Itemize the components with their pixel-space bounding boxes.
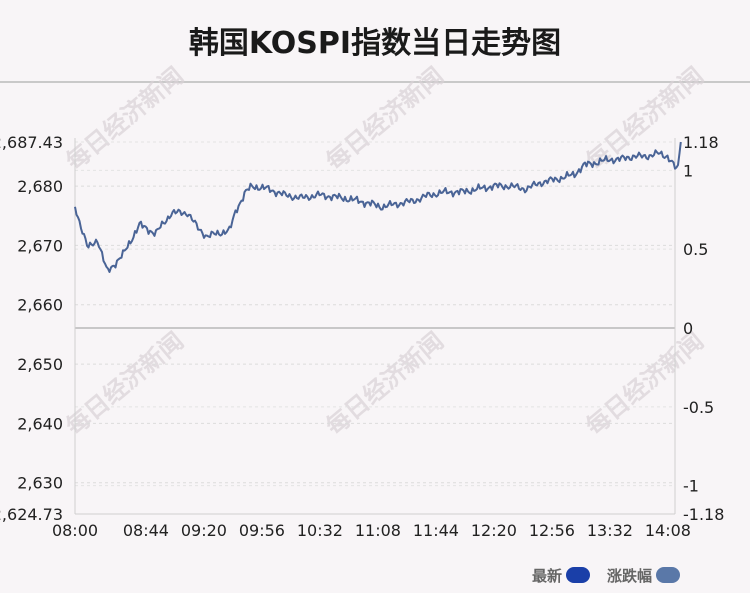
chart-title: 韩国KOSPI指数当日走势图 <box>188 26 562 61</box>
y-right-tick-label: 1.18 <box>683 133 719 152</box>
watermark-text: 每日经济新闻 <box>321 62 449 176</box>
legend-change-label: 涨跌幅 <box>607 566 653 585</box>
x-tick-label: 12:20 <box>471 521 517 540</box>
y-right-tick-label: -1.18 <box>683 505 724 524</box>
series-line-latest <box>74 141 682 273</box>
x-tick-label: 09:20 <box>181 521 227 540</box>
y-right-tick-label: 1 <box>683 161 693 180</box>
y-left-tick-label: 2,680 <box>17 177 63 196</box>
x-tick-label: 09:56 <box>239 521 285 540</box>
legend-latest: 最新 <box>532 564 591 586</box>
y-left-tick-label: 2,660 <box>17 296 63 315</box>
legend-change: 涨跌幅 <box>607 564 681 586</box>
y-left-tick-label: 2,630 <box>17 474 63 493</box>
y-right-tick-label: 0 <box>683 319 693 338</box>
watermark-text: 每日经济新闻 <box>61 62 189 176</box>
y-left-tick-label: 2,670 <box>17 236 63 255</box>
y-left-tick-label: 2,640 <box>17 414 63 433</box>
legend-latest-swatch <box>566 567 591 583</box>
y-right-tick-label: -1 <box>683 477 699 496</box>
x-tick-label: 13:32 <box>587 521 633 540</box>
x-tick-label: 08:44 <box>123 521 169 540</box>
y-right-tick-label: 0.5 <box>683 240 708 259</box>
x-tick-label: 11:08 <box>355 521 401 540</box>
x-tick-label: 12:56 <box>529 521 575 540</box>
x-tick-label: 08:00 <box>52 521 98 540</box>
x-tick-label: 10:32 <box>297 521 343 540</box>
legend-change-swatch <box>656 567 681 583</box>
y-left-tick-label: 2,624.73 <box>0 505 63 524</box>
title-divider <box>0 81 750 83</box>
legend-latest-label: 最新 <box>532 566 563 585</box>
y-left-tick-label: 2,650 <box>17 355 63 374</box>
y-left-tick-label: 2,687.43 <box>0 133 63 152</box>
x-tick-label: 11:44 <box>413 521 459 540</box>
x-tick-label: 14:08 <box>645 521 691 540</box>
y-right-tick-label: -0.5 <box>683 398 714 417</box>
